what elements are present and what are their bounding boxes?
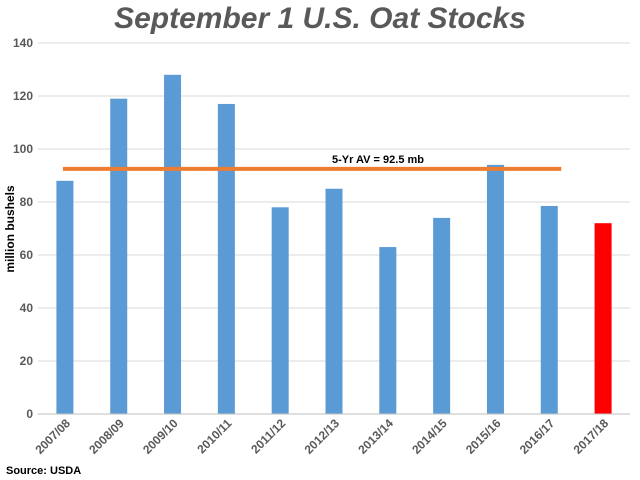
x-tick-label: 2011/12 bbox=[248, 416, 288, 456]
x-tick-label: 2013/14 bbox=[355, 416, 396, 457]
x-tick-labels: 2007/08 2008/09 2009/10 2010/11 2011/12 2012/… bbox=[32, 416, 611, 457]
bars bbox=[56, 74, 612, 415]
x-tick-label: 2008/09 bbox=[86, 416, 127, 457]
bar bbox=[325, 188, 343, 414]
chart-title: September 1 U.S. Oat Stocks bbox=[114, 2, 526, 35]
bar bbox=[164, 74, 182, 415]
y-tick-label: 60 bbox=[20, 248, 34, 262]
y-tick-label: 80 bbox=[20, 195, 34, 209]
x-tick-label: 2010/11 bbox=[194, 416, 234, 456]
x-tick-label: 2014/15 bbox=[409, 416, 450, 457]
x-tick-label: 2017/18 bbox=[571, 416, 612, 457]
y-tick-label: 100 bbox=[13, 142, 33, 156]
x-tick-label: 2015/16 bbox=[463, 416, 504, 457]
bar bbox=[486, 164, 504, 414]
x-tick-label: 2009/10 bbox=[140, 416, 181, 457]
bar bbox=[217, 103, 235, 414]
bar bbox=[271, 207, 289, 414]
y-tick-label: 40 bbox=[20, 301, 34, 315]
x-tick-label: 2012/13 bbox=[302, 416, 343, 457]
bar bbox=[540, 205, 558, 414]
bar bbox=[56, 180, 74, 414]
y-tick-label: 140 bbox=[13, 36, 33, 50]
x-tick-label: 2016/17 bbox=[517, 416, 558, 457]
bar bbox=[379, 247, 397, 414]
average-line-group: 5-Yr AV = 92.5 mb bbox=[62, 154, 562, 171]
y-axis-label: million bushels bbox=[3, 185, 17, 273]
y-tick-label: 0 bbox=[26, 407, 33, 421]
y-tick-label: 120 bbox=[13, 89, 33, 103]
source-note: Source: USDA bbox=[6, 465, 82, 477]
bar bbox=[110, 98, 128, 415]
bar bbox=[594, 223, 612, 414]
y-tick-labels: 0 20 40 60 80 100 120 140 bbox=[13, 36, 33, 421]
y-tick-label: 20 bbox=[20, 354, 34, 368]
average-line-label: 5-Yr AV = 92.5 mb bbox=[332, 154, 424, 166]
bar bbox=[433, 217, 451, 414]
x-tick-label: 2007/08 bbox=[32, 416, 73, 457]
